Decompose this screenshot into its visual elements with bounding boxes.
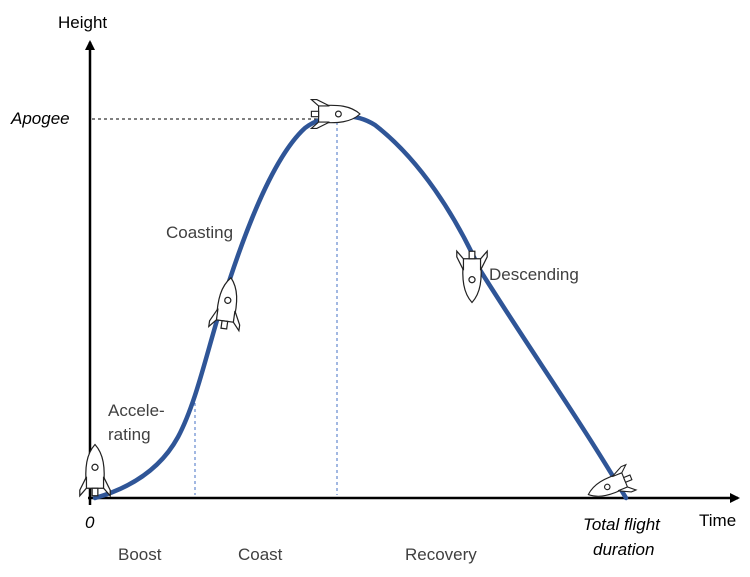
y-axis-title: Height bbox=[58, 13, 107, 32]
phase-recovery-label: Recovery bbox=[405, 545, 477, 564]
apogee-label: Apogee bbox=[10, 109, 70, 128]
origin-label: 0 bbox=[85, 513, 95, 532]
coasting-label: Coasting bbox=[166, 223, 233, 242]
phase-boost-label: Boost bbox=[118, 545, 162, 564]
trajectory-curve bbox=[92, 113, 629, 501]
rocket-icon bbox=[208, 275, 247, 332]
descending-label: Descending bbox=[489, 265, 579, 284]
rocket-icon bbox=[79, 443, 111, 497]
rocket-icon bbox=[310, 99, 361, 129]
accelerating-label-line1: Accele- bbox=[108, 401, 165, 420]
duration-label: duration bbox=[593, 540, 654, 559]
accelerating-label-line2: rating bbox=[108, 425, 151, 444]
total-flight-label: Total flight bbox=[583, 515, 661, 534]
x-axis-title: Time bbox=[699, 511, 736, 530]
phase-coast-label: Coast bbox=[238, 545, 283, 564]
